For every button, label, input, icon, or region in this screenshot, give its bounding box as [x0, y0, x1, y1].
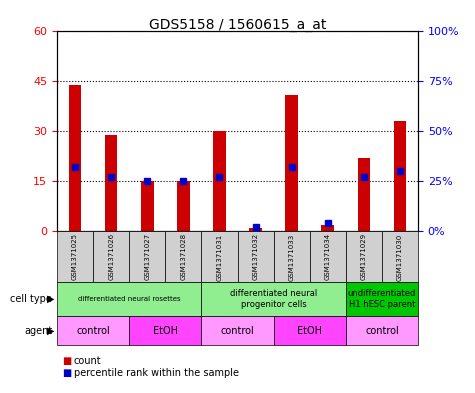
Bar	[322, 225, 334, 231]
Bar	[358, 158, 370, 231]
Text: ■: ■	[62, 356, 71, 366]
Text: EtOH: EtOH	[153, 326, 178, 336]
Text: undifferentiated
H1 hESC parent: undifferentiated H1 hESC parent	[348, 290, 416, 309]
Text: ▶: ▶	[47, 326, 55, 336]
Bar	[285, 95, 298, 231]
Text: GSM1371032: GSM1371032	[253, 233, 258, 281]
Bar	[394, 121, 406, 231]
Text: GSM1371027: GSM1371027	[144, 233, 150, 281]
Bar	[141, 182, 153, 231]
Text: control: control	[220, 326, 255, 336]
Text: GSM1371034: GSM1371034	[325, 233, 331, 281]
Text: GDS5158 / 1560615_a_at: GDS5158 / 1560615_a_at	[149, 18, 326, 32]
Text: ■: ■	[62, 368, 71, 378]
Text: percentile rank within the sample: percentile rank within the sample	[74, 368, 238, 378]
Text: count: count	[74, 356, 101, 366]
Text: control: control	[365, 326, 399, 336]
Text: GSM1371033: GSM1371033	[289, 233, 294, 281]
Text: differentiated neural
progenitor cells: differentiated neural progenitor cells	[230, 290, 317, 309]
Text: agent: agent	[24, 326, 52, 336]
Text: ▶: ▶	[47, 294, 55, 304]
Text: GSM1371029: GSM1371029	[361, 233, 367, 281]
Text: EtOH: EtOH	[297, 326, 322, 336]
Text: GSM1371026: GSM1371026	[108, 233, 114, 281]
Text: GSM1371031: GSM1371031	[217, 233, 222, 281]
Bar	[177, 182, 190, 231]
Text: GSM1371025: GSM1371025	[72, 233, 78, 281]
Bar	[213, 131, 226, 231]
Bar	[69, 85, 81, 231]
Text: differentiated neural rosettes: differentiated neural rosettes	[78, 296, 180, 302]
Bar	[249, 228, 262, 231]
Bar	[105, 135, 117, 231]
Text: control: control	[76, 326, 110, 336]
Text: cell type: cell type	[10, 294, 52, 304]
Text: GSM1371030: GSM1371030	[397, 233, 403, 281]
Text: GSM1371028: GSM1371028	[180, 233, 186, 281]
